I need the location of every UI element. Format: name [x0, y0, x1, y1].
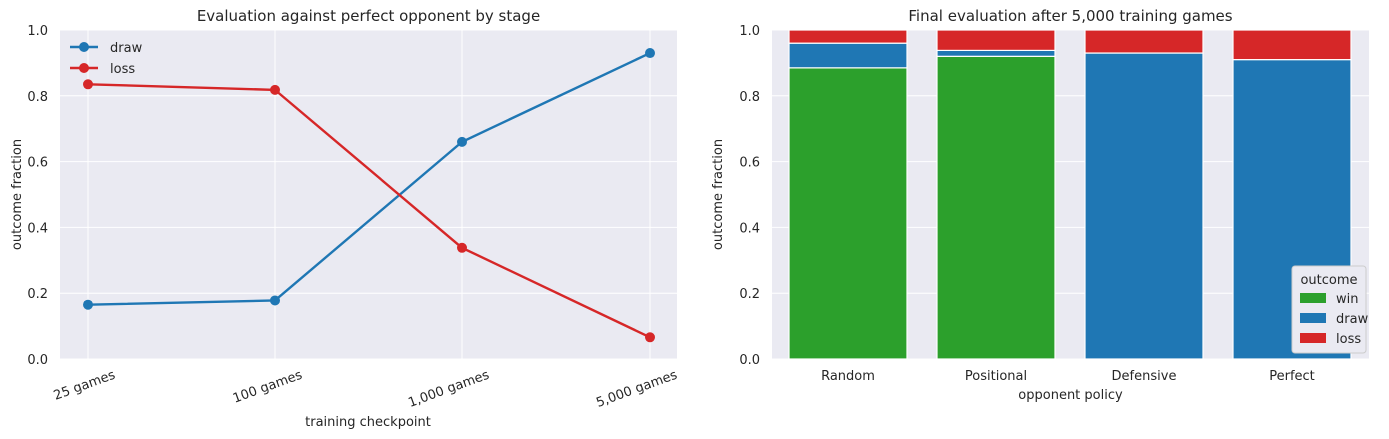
- x-tick-label: Positional: [965, 369, 1027, 384]
- bar-draw: [788, 42, 908, 69]
- bar-draw: [1084, 52, 1204, 360]
- legend-label-win: win: [1336, 292, 1358, 307]
- chart-title: Final evaluation after 5,000 training ga…: [908, 7, 1232, 25]
- legend-box: [1291, 265, 1367, 354]
- legend-title: outcome: [1300, 273, 1357, 288]
- x-axis-label: training checkpoint: [305, 415, 431, 430]
- y-tick-label: 0.8: [739, 90, 760, 105]
- series-line-loss: [87, 83, 651, 339]
- legend-marker-loss: [79, 63, 89, 73]
- y-tick-label: 0.6: [27, 156, 48, 171]
- y-axis-label: outcome fraction: [10, 139, 25, 250]
- data-point-draw: [83, 299, 93, 310]
- bar-loss: [1084, 29, 1204, 54]
- x-tick-label: Random: [821, 369, 875, 384]
- series-line-draw: [87, 51, 651, 306]
- y-tick-label: 0.6: [739, 156, 760, 171]
- x-tick-label: 5,000 games: [594, 368, 679, 411]
- legend-swatch-draw: [1300, 313, 1326, 323]
- y-tick-label: 0.4: [27, 221, 48, 236]
- legend-swatch-win: [1300, 293, 1326, 303]
- legend-label-loss: loss: [1336, 332, 1361, 347]
- y-tick-label: 0.8: [27, 90, 48, 105]
- bar-win: [936, 55, 1056, 360]
- bar-draw: [936, 49, 1056, 57]
- x-tick-label: Perfect: [1269, 369, 1315, 384]
- y-tick-label: 0.0: [27, 353, 48, 368]
- y-tick-label: 0.0: [739, 353, 760, 368]
- plot-area: [60, 30, 677, 359]
- data-point-draw: [457, 136, 467, 147]
- y-tick-label: 0.2: [27, 287, 48, 302]
- x-tick-label: 100 games: [231, 368, 305, 407]
- x-tick-label: 1,000 games: [406, 368, 491, 411]
- bar-loss: [936, 29, 1056, 51]
- data-point-draw: [645, 48, 655, 59]
- bar-win: [788, 67, 908, 360]
- x-tick-label: Defensive: [1112, 369, 1177, 384]
- legend-label-draw: draw: [110, 41, 143, 56]
- data-point-loss: [270, 84, 280, 95]
- legend-label-draw: draw: [1336, 312, 1369, 327]
- x-axis-label: opponent policy: [1018, 388, 1123, 403]
- y-tick-label: 1.0: [739, 24, 760, 39]
- legend-label-loss: loss: [110, 62, 135, 77]
- chart-right: 0.0 0.2 0.4 0.6 0.8 1.0 Random Positional Defens…: [711, 7, 1369, 403]
- legend-marker-draw: [79, 42, 89, 52]
- data-point-loss: [83, 79, 93, 90]
- bar-loss: [1232, 29, 1352, 61]
- y-tick-label: 1.0: [27, 24, 48, 39]
- x-tick-label: 25 games: [52, 368, 118, 404]
- y-tick-label: 0.4: [739, 221, 760, 236]
- bar-loss: [788, 29, 908, 44]
- chart-left: 0.0 0.2 0.4 0.6 0.8 1.0 25 games 100 games 1,000…: [10, 7, 680, 430]
- data-point-draw: [270, 295, 280, 306]
- chart-title: Evaluation against perfect opponent by s…: [197, 7, 540, 25]
- data-point-loss: [457, 242, 467, 253]
- y-tick-label: 0.2: [739, 287, 760, 302]
- data-point-loss: [645, 332, 655, 343]
- legend-swatch-loss: [1300, 333, 1326, 343]
- y-axis-label: outcome fraction: [711, 139, 726, 250]
